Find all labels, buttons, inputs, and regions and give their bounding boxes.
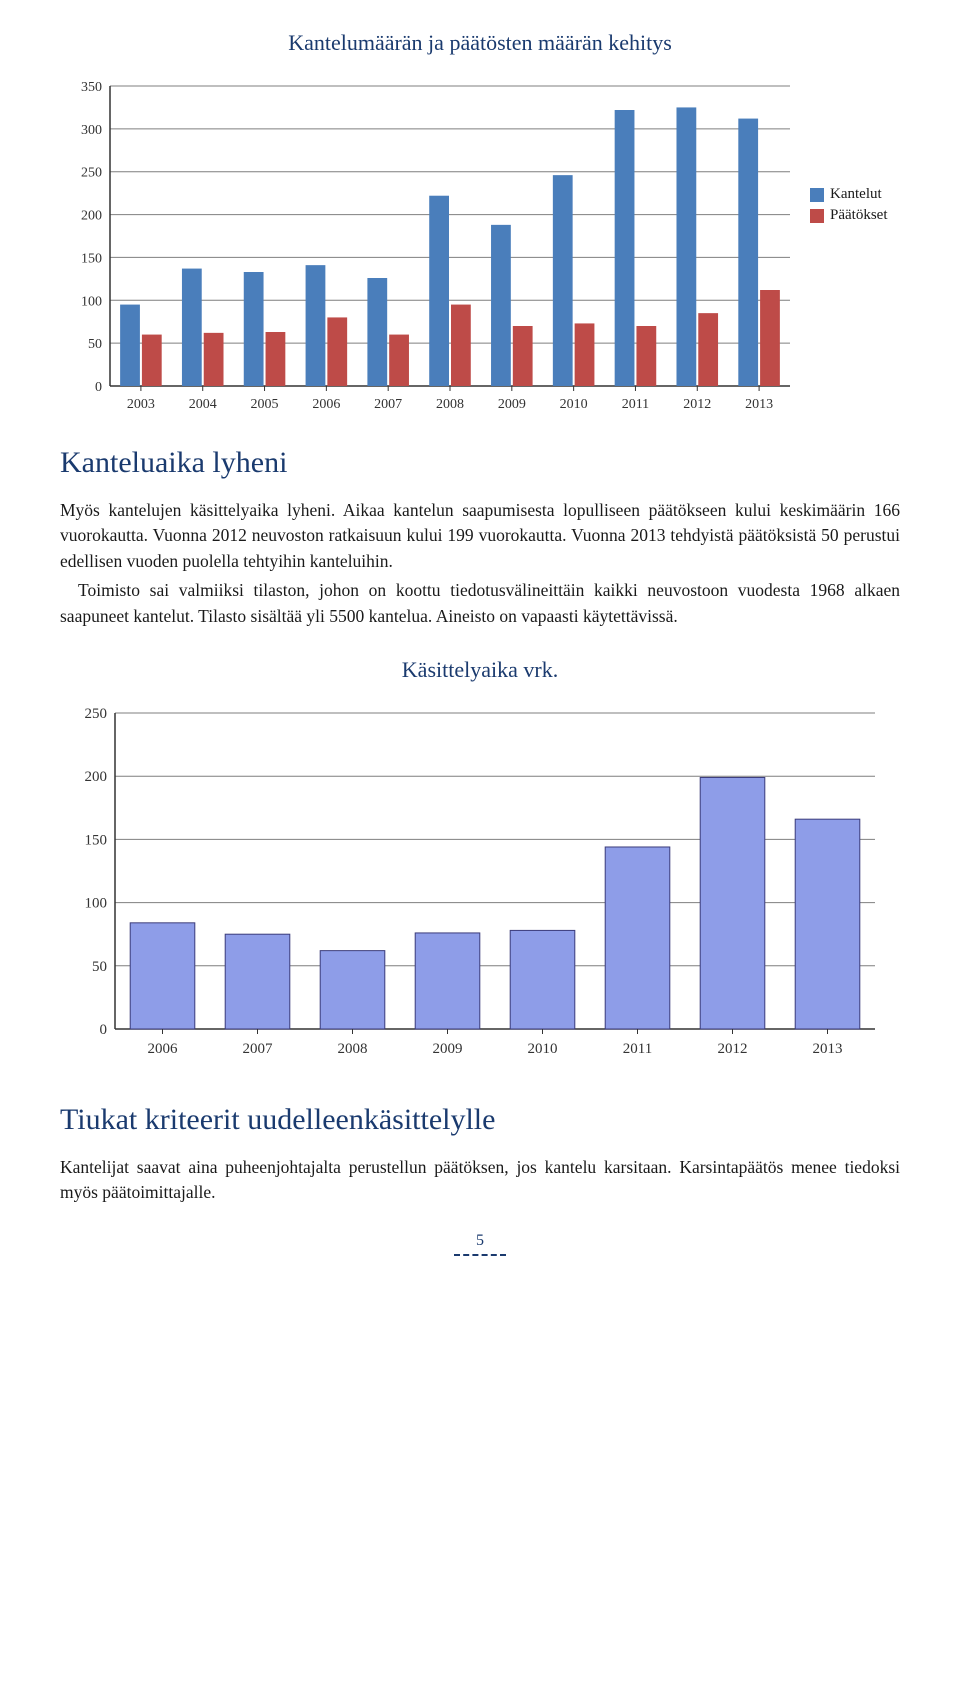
chart1-title: Kantelumäärän ja päätösten määrän kehity… <box>60 30 900 56</box>
legend-item: Kantelut <box>810 186 888 203</box>
para2: Toimisto sai valmiiksi tilaston, johon o… <box>60 578 900 629</box>
page-number-value: 5 <box>476 1232 484 1249</box>
svg-text:200: 200 <box>85 769 108 785</box>
svg-text:2005: 2005 <box>251 397 279 412</box>
svg-text:2007: 2007 <box>374 397 402 412</box>
svg-text:50: 50 <box>88 337 102 352</box>
svg-text:2008: 2008 <box>436 397 464 412</box>
svg-text:2012: 2012 <box>683 397 711 412</box>
para1: Myös kantelujen käsittelyaika lyheni. Ai… <box>60 498 900 574</box>
legend-swatch <box>810 209 824 223</box>
svg-text:2006: 2006 <box>312 397 340 412</box>
svg-text:100: 100 <box>85 895 108 911</box>
chart2-svg: 0 50 100 150 200 250 2006 2007 2008 2009 2010 2011 2… <box>65 703 895 1063</box>
heading-tiukat: Tiukat kriteerit uudelleenkäsittelylle <box>60 1103 900 1137</box>
svg-text:2011: 2011 <box>623 1041 652 1057</box>
svg-text:250: 250 <box>85 706 108 722</box>
para3: Kantelijat saavat aina puheenjohtajalta … <box>60 1155 900 1206</box>
svg-text:350: 350 <box>81 80 102 95</box>
legend-label: Päätökset <box>830 207 888 224</box>
svg-text:2007: 2007 <box>243 1041 274 1057</box>
svg-text:200: 200 <box>81 209 102 224</box>
page-number: 5 <box>60 1232 900 1256</box>
svg-text:150: 150 <box>81 251 102 266</box>
svg-text:0: 0 <box>95 380 102 395</box>
svg-text:150: 150 <box>85 832 108 848</box>
chart1-legend: Kantelut Päätökset <box>810 186 888 228</box>
svg-text:2012: 2012 <box>718 1041 748 1057</box>
svg-text:2013: 2013 <box>745 397 773 412</box>
chart2-title: Käsittelyaika vrk. <box>60 657 900 683</box>
svg-text:2004: 2004 <box>189 397 217 412</box>
legend-item: Päätökset <box>810 207 888 224</box>
svg-text:2011: 2011 <box>622 397 649 412</box>
svg-text:2013: 2013 <box>813 1041 843 1057</box>
chart1-svg: 0 50 100 150 200 250 300 350 2003 2004 2005 2006 200… <box>60 76 800 416</box>
svg-text:2009: 2009 <box>433 1041 463 1057</box>
page-root: Kantelumäärän ja päätösten määrän kehity… <box>0 0 960 1296</box>
chart1-container: 0 50 100 150 200 250 300 350 2003 2004 2005 2006 200… <box>60 76 900 416</box>
svg-text:50: 50 <box>92 959 107 975</box>
svg-text:2006: 2006 <box>148 1041 179 1057</box>
legend-swatch <box>810 188 824 202</box>
page-number-rule <box>454 1254 506 1256</box>
svg-text:2008: 2008 <box>338 1041 368 1057</box>
svg-text:0: 0 <box>100 1022 108 1038</box>
svg-text:2003: 2003 <box>127 397 155 412</box>
svg-text:300: 300 <box>81 123 102 138</box>
svg-text:100: 100 <box>81 294 102 309</box>
svg-text:2009: 2009 <box>498 397 526 412</box>
svg-text:250: 250 <box>81 166 102 181</box>
legend-label: Kantelut <box>830 186 882 203</box>
svg-text:2010: 2010 <box>560 397 588 412</box>
svg-text:2010: 2010 <box>528 1041 558 1057</box>
heading-kanteluaika: Kanteluaika lyheni <box>60 446 900 480</box>
chart2-container: 0 50 100 150 200 250 2006 2007 2008 2009 2010 2011 2… <box>60 703 900 1063</box>
